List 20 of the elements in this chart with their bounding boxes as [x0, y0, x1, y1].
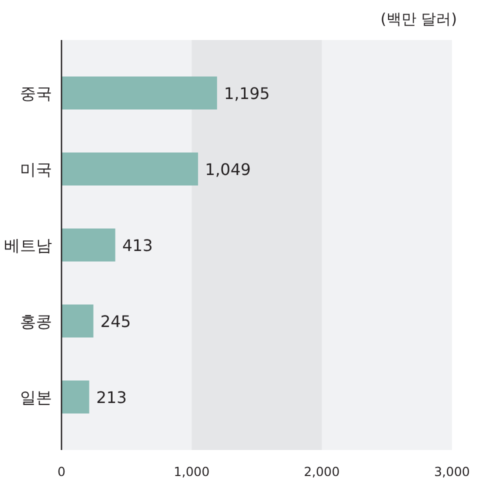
bar — [62, 152, 198, 186]
bar — [62, 380, 90, 414]
x-tick-label: 2,000 — [304, 464, 340, 479]
y-tick-label: 베트남 — [4, 236, 52, 255]
x-tick-label: 1,000 — [174, 464, 210, 479]
data-label: 213 — [96, 388, 127, 407]
y-tick-label: 중국 — [20, 84, 52, 103]
data-label: 1,049 — [205, 160, 251, 179]
data-label: 1,195 — [224, 84, 270, 103]
bar — [62, 228, 116, 262]
data-label: 413 — [122, 236, 153, 255]
bar — [62, 304, 94, 338]
y-tick-label: 홍콩 — [20, 312, 52, 331]
y-tick-label: 미국 — [20, 160, 52, 179]
text: (백만 달러) — [380, 10, 457, 28]
data-label: 245 — [100, 312, 131, 331]
y-tick-label: 일본 — [20, 388, 52, 407]
x-tick-label: 0 — [58, 464, 66, 479]
bar — [62, 76, 218, 110]
x-tick-label: 3,000 — [434, 464, 470, 479]
